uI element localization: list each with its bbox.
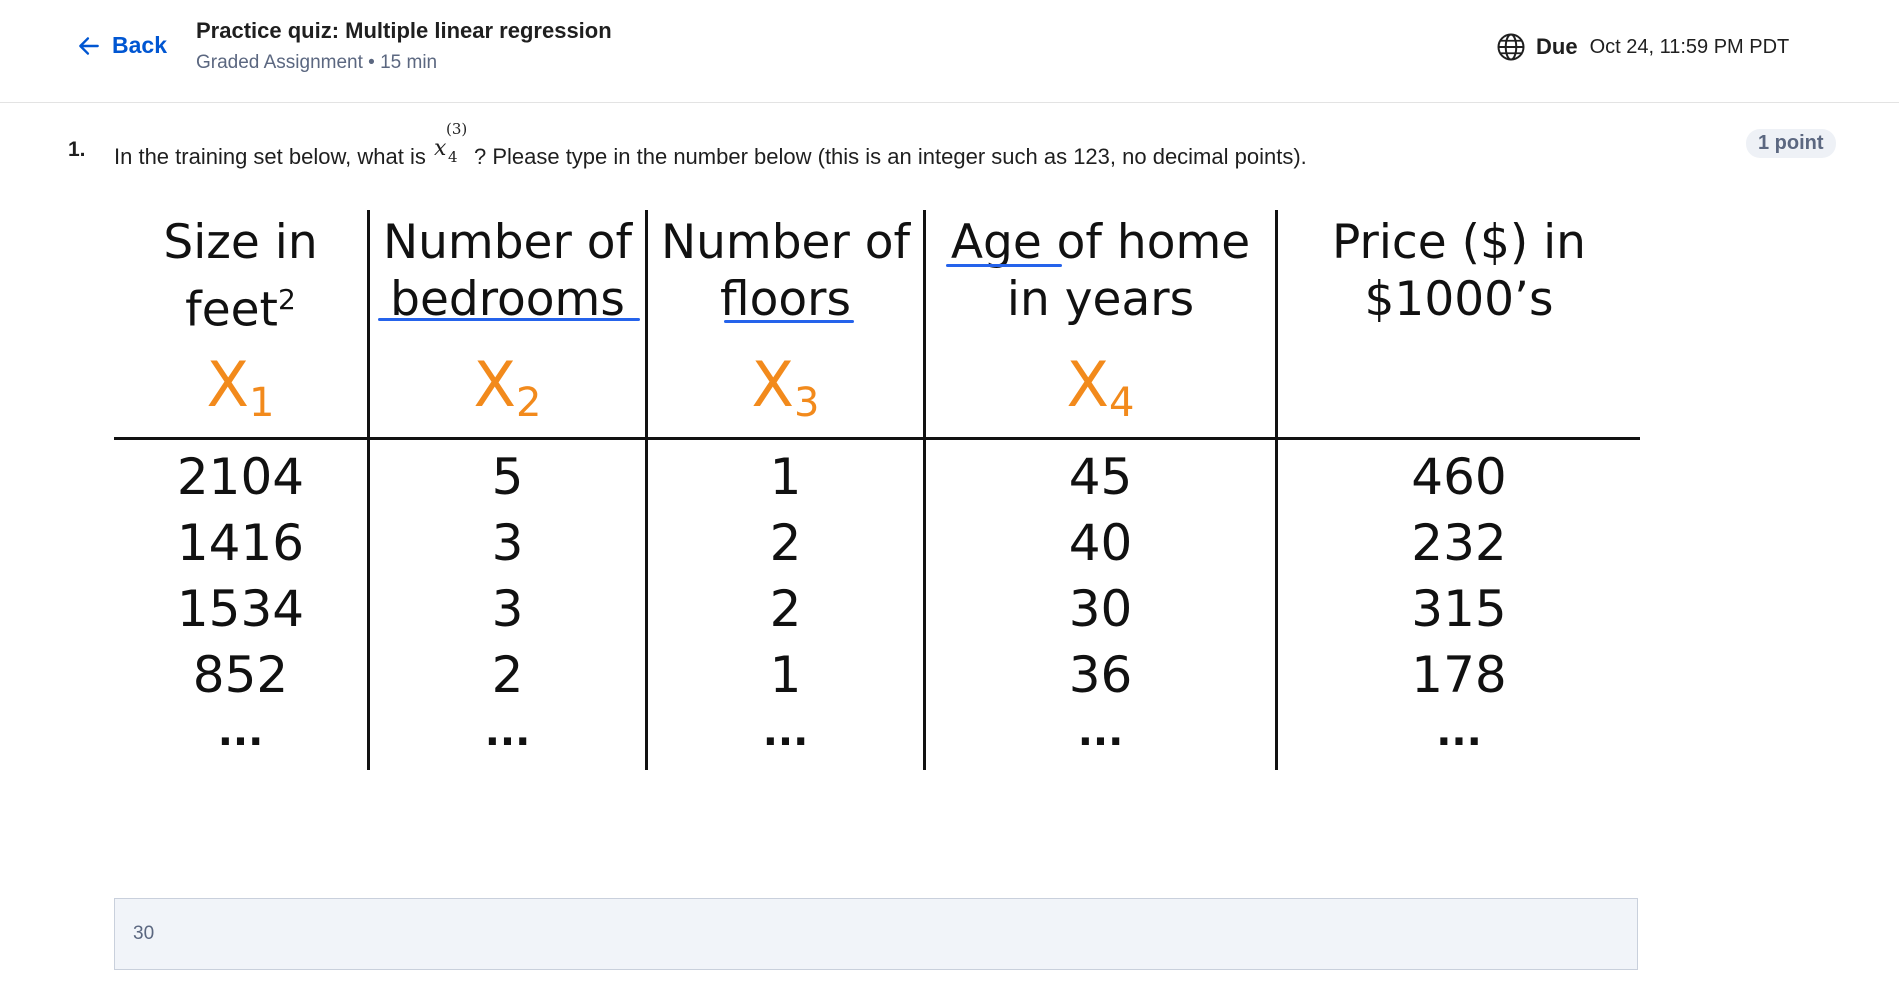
ellipsis: ... [1436,709,1482,755]
feature-letter: X [473,348,517,421]
due-date: Oct 24, 11:59 PM PDT [1589,35,1790,58]
column-header-line1: Number of [660,215,911,270]
column-header: Number of floors [648,214,923,328]
feature-letter: X [1066,348,1110,421]
column-divider [367,210,370,770]
feature-label: X4 [926,348,1275,426]
table-cell: 2 [769,514,802,572]
table-cell: 1 [769,448,802,506]
math-expression: x (3) 4 [432,120,474,166]
column-header: Price ($) in $1000’s [1278,214,1640,328]
ellipsis: ... [1077,709,1124,755]
feature-index: 4 [1109,380,1135,426]
ellipsis: ... [762,709,809,755]
page-title: Practice quiz: Multiple linear regressio… [196,18,612,43]
column-header-line2: in years [1006,272,1195,327]
blue-underline [378,318,640,321]
feature-index: 2 [516,380,542,426]
back-button[interactable]: Back [76,32,167,59]
table-cell: 3 [491,580,524,638]
column-values: 1 2 2 1 ... [648,444,923,752]
math-base: x [433,136,447,161]
blue-underline [724,320,854,323]
table-cell: 232 [1411,514,1507,572]
feature-label: X1 [114,348,367,426]
table-cell: 3 [491,514,524,572]
math-subscript: 4 [447,148,458,166]
column-header: Age of home in years [926,214,1275,328]
ellipsis: ... [484,709,531,755]
column-header-line2: floors [720,272,851,327]
training-set-table: Size in feet2 X1 2104 1416 1534 852 ... … [114,208,1640,770]
column-divider [1275,210,1278,770]
table-cell: 1534 [176,580,305,638]
column-values: 45 40 30 36 ... [926,444,1275,752]
question-text-after: ? Please type in the number below (this … [473,144,1307,169]
table-cell: 460 [1411,448,1507,506]
column-header-text: feet [185,282,278,338]
question-text-before: In the training set below, what is [114,144,432,169]
globe-icon [1497,33,1525,61]
table-cell: 315 [1411,580,1507,638]
column-size: Size in feet2 X1 2104 1416 1534 852 ... [114,208,367,752]
column-floors: Number of floors X3 1 2 2 1 ... [648,208,923,752]
feature-index: 1 [249,380,275,426]
due-label: Due [1536,34,1578,59]
feature-label: X2 [370,348,645,426]
column-header: Number of bedrooms [370,214,645,328]
column-divider [645,210,648,770]
math-superscript: (3) [445,120,468,138]
column-values: 460 232 315 178 ... [1278,444,1640,752]
title-block: Practice quiz: Multiple linear regressio… [196,18,612,74]
table-cell: 30 [1068,580,1133,638]
table-cell: 5 [491,448,524,506]
table-cell: 2 [769,580,802,638]
feature-letter: X [206,348,250,421]
column-header: Size in feet2 [114,214,367,339]
table-header-divider [114,437,1640,440]
assignment-meta: Graded Assignment • 15 min [196,52,438,73]
answer-box [114,898,1638,970]
column-header-line2: feet2 [114,271,367,339]
due-info: Due Oct 24, 11:59 PM PDT [1496,32,1789,62]
arrow-left-icon [79,36,99,55]
column-values: 5 3 3 2 ... [370,444,645,752]
column-header-sup: 2 [277,283,296,316]
question-text: In the training set below, what is x (3) 4… [114,120,1307,170]
answer-input[interactable] [115,899,1637,969]
table-cell: 45 [1068,448,1133,506]
column-header-line1: Age of home [950,215,1251,270]
column-price: Price ($) in $1000’s 460 232 315 178 ... [1278,208,1640,752]
table-cell: 852 [192,646,289,704]
question-number: 1. [68,138,86,161]
table-cell: 2104 [176,448,305,506]
ellipsis: ... [217,709,264,755]
top-header: Back Practice quiz: Multiple linear regr… [0,0,1899,103]
column-header-line2: $1000’s [1364,272,1554,327]
table-cell: 178 [1411,646,1507,704]
table-cell: 1 [769,646,802,704]
column-values: 2104 1416 1534 852 ... [114,444,367,752]
feature-label: X3 [648,348,923,426]
column-bedrooms: Number of bedrooms X2 5 3 3 2 ... [370,208,645,752]
column-header-line2: bedrooms [390,272,625,327]
column-divider [923,210,926,770]
column-header-line1: Price ($) in [1332,215,1586,270]
feature-index: 3 [794,380,820,426]
column-header-line1: Number of [382,215,633,270]
column-age: Age of home in years X4 45 40 30 36 ... [926,208,1275,752]
table-cell: 40 [1068,514,1133,572]
blue-underline [946,264,1062,267]
back-label: Back [112,32,167,58]
table-cell: 2 [491,646,524,704]
column-header-line1: Size in [163,215,318,270]
feature-letter: X [751,348,795,421]
points-badge: 1 point [1746,129,1836,158]
table-cell: 36 [1068,646,1133,704]
table-cell: 1416 [176,514,305,572]
